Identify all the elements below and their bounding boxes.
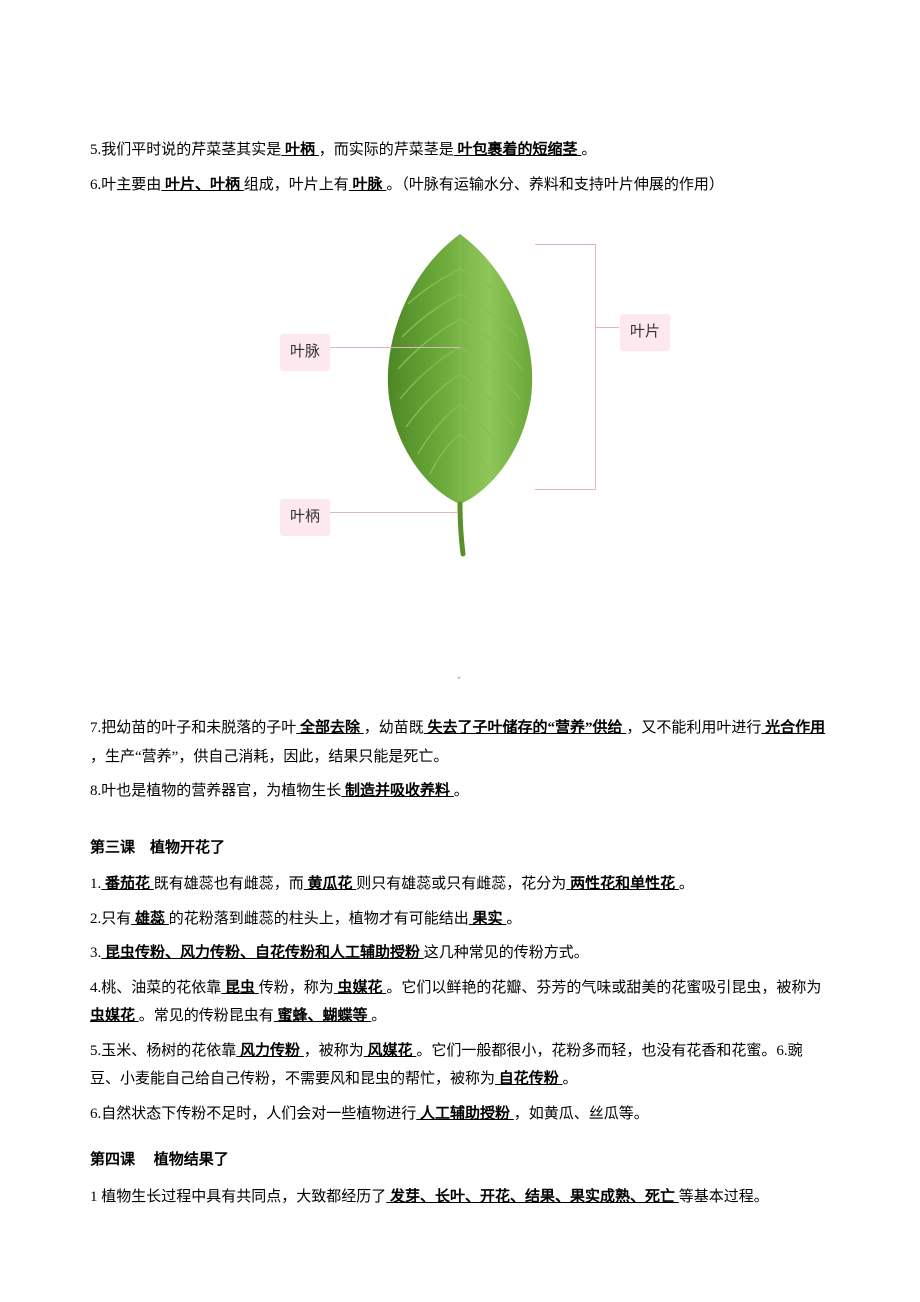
- text: 等基本过程。: [679, 1189, 769, 1205]
- spacer: [90, 688, 830, 708]
- leaf-diagram: 叶脉 叶柄 叶片: [225, 219, 695, 579]
- text: 。（叶脉有运输水分、养料和支持叶片伸展的作用）: [386, 177, 724, 193]
- text: 。: [581, 142, 596, 158]
- leaf-icon: [370, 229, 550, 559]
- text: 1 植物生长过程中具有共同点，大致都经历了: [90, 1189, 386, 1205]
- blank: 果实: [469, 911, 507, 927]
- text: ，被称为: [304, 1043, 364, 1059]
- blank: 全部去除: [296, 720, 364, 736]
- connector-line: [330, 512, 458, 513]
- item-7: 7.把幼苗的叶子和未脱落的子叶 全部去除 ，幼苗既 失去了子叶储存的“营养”供给…: [90, 714, 830, 771]
- sec3-item-4: 4.桃、油菜的花依靠 昆虫 传粉，称为 虫媒花 。它们以鲜艳的花瓣、芬芳的气味或…: [90, 974, 830, 1031]
- text: 2.只有: [90, 911, 131, 927]
- text: 既有雄蕊也有雌蕊，而: [154, 876, 304, 892]
- blank: 叶脉: [349, 177, 387, 193]
- text: 组成，叶片上有: [244, 177, 349, 193]
- sec3-item-1: 1. 番茄花 既有雄蕊也有雌蕊，而 黄瓜花 则只有雄蕊或只有雌蕊，花分为 两性花…: [90, 870, 830, 899]
- page-marker: ▪: [90, 669, 830, 688]
- text: ，如黄瓜、丝瓜等。: [514, 1106, 649, 1122]
- sec3-item-5: 5.玉米、杨树的花依靠 风力传粉 ，被称为 风媒花 。它们一般都很小，花粉多而轻…: [90, 1037, 830, 1094]
- blank: 制造并吸收养料: [341, 783, 454, 799]
- text: ，而实际的芹菜茎是: [319, 142, 454, 158]
- text: 。: [506, 911, 521, 927]
- sec3-item-6: 6.自然状态下传粉不足时，人们会对一些植物进行 人工辅助授粉 ，如黄瓜、丝瓜等。: [90, 1100, 830, 1129]
- sec4-item-1: 1 植物生长过程中具有共同点，大致都经历了 发芽、长叶、开花、结果、果实成熟、死…: [90, 1183, 830, 1212]
- document-page: 5.我们平时说的芹菜茎其实是 叶柄 ，而实际的芹菜茎是 叶包裹着的短缩茎 。 6…: [0, 0, 920, 1277]
- connector-line: [330, 347, 460, 348]
- spacer: [90, 609, 830, 669]
- text: 7.把幼苗的叶子和未脱落的子叶: [90, 720, 296, 736]
- blank: 发芽、长叶、开花、结果、果实成熟、死亡: [386, 1189, 679, 1205]
- text: 则只有雄蕊或只有雌蕊，花分为: [356, 876, 566, 892]
- item-8: 8.叶也是植物的营养器官，为植物生长 制造并吸收养料 。: [90, 777, 830, 806]
- text: 。: [371, 1008, 386, 1024]
- item-6: 6.叶主要由 叶片、叶柄 组成，叶片上有 叶脉 。（叶脉有运输水分、养料和支持叶…: [90, 171, 830, 200]
- blank: 光合作用: [761, 720, 825, 736]
- sec3-item-3: 3. 昆虫传粉、风力传粉、自花传粉和人工辅助授粉 这几种常见的传粉方式。: [90, 939, 830, 968]
- blank: 风媒花: [364, 1043, 417, 1059]
- text: 。它们以鲜艳的花瓣、芬芳的气味或甜美的花蜜吸引昆虫，被称为: [386, 980, 821, 996]
- blank: 雄蕊: [131, 911, 169, 927]
- blank: 两性花和单性花: [566, 876, 679, 892]
- blank: 虫媒花: [334, 980, 387, 996]
- label-petiole: 叶柄: [280, 499, 330, 536]
- blank: 叶包裹着的短缩茎: [454, 142, 582, 158]
- blank: 黄瓜花: [304, 876, 357, 892]
- connector-line: [595, 327, 619, 328]
- text: ，生产“营养”，供自己消耗，因此，结果只能是死亡。: [90, 749, 448, 765]
- text: 的花粉落到雌蕊的柱头上，植物才有可能结出: [169, 911, 469, 927]
- text: 8.叶也是植物的营养器官，为植物生长: [90, 783, 341, 799]
- section-4-title: 第四课 植物结果了: [90, 1146, 830, 1175]
- text: 。: [454, 783, 469, 799]
- text: 传粉，称为: [259, 980, 334, 996]
- blank: 叶柄: [281, 142, 319, 158]
- blank: 人工辅助授粉: [416, 1106, 514, 1122]
- text: 4.桃、油菜的花依靠: [90, 980, 221, 996]
- text: ，幼苗既: [364, 720, 424, 736]
- connector-line: [595, 244, 596, 490]
- text: 1.: [90, 876, 101, 892]
- text: 这几种常见的传粉方式。: [424, 945, 589, 961]
- label-vein: 叶脉: [280, 334, 330, 371]
- blank: 叶片、叶柄: [161, 177, 244, 193]
- blank: 蜜蜂、蝴蝶等: [274, 1008, 372, 1024]
- text: ，又不能利用叶进行: [626, 720, 761, 736]
- item-5: 5.我们平时说的芹菜茎其实是 叶柄 ，而实际的芹菜茎是 叶包裹着的短缩茎 。: [90, 136, 830, 165]
- text: 3.: [90, 945, 101, 961]
- connector-line: [535, 489, 595, 490]
- text: 5.我们平时说的芹菜茎其实是: [90, 142, 281, 158]
- blank: 番茄花: [101, 876, 154, 892]
- text: 。: [563, 1071, 578, 1087]
- text: 6.叶主要由: [90, 177, 161, 193]
- text: 6.自然状态下传粉不足时，人们会对一些植物进行: [90, 1106, 416, 1122]
- blank: 自花传粉: [495, 1071, 563, 1087]
- connector-line: [535, 244, 595, 245]
- blank: 昆虫: [221, 980, 259, 996]
- blank: 昆虫传粉、风力传粉、自花传粉和人工辅助授粉: [101, 945, 424, 961]
- text: 5.玉米、杨树的花依靠: [90, 1043, 236, 1059]
- sec3-item-2: 2.只有 雄蕊 的花粉落到雌蕊的柱头上，植物才有可能结出 果实 。: [90, 905, 830, 934]
- text: 。常见的传粉昆虫有: [139, 1008, 274, 1024]
- blank: 虫媒花: [90, 1008, 139, 1024]
- label-blade: 叶片: [620, 314, 670, 351]
- section-3-title: 第三课 植物开花了: [90, 834, 830, 863]
- blank: 失去了子叶储存的“营养”供给: [424, 720, 627, 736]
- text: 。: [679, 876, 694, 892]
- blank: 风力传粉: [236, 1043, 304, 1059]
